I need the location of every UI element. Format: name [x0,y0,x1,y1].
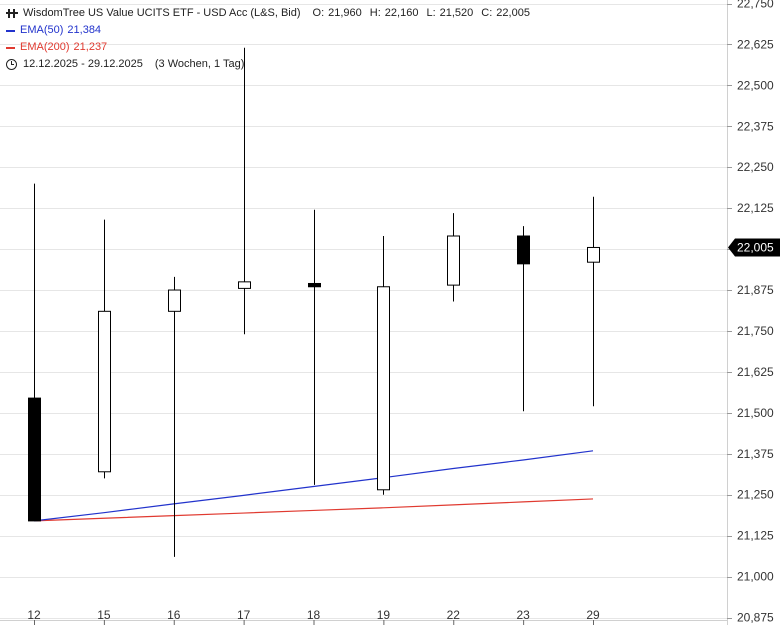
open-label: O: [312,7,325,19]
y-tick-label: 21,500 [737,406,774,420]
x-tick-label: 12 [27,608,41,622]
y-tick-label: 21,375 [737,447,774,461]
candle-body[interactable] [517,235,530,265]
x-tick-label: 29 [586,608,600,622]
ema50-value: 21,384 [67,24,102,36]
candle-body[interactable] [28,397,41,522]
candle-body[interactable] [238,281,251,289]
candle-body[interactable] [447,235,460,286]
candle-body[interactable] [587,246,600,263]
last-price-label: 22,005 [737,240,774,254]
low-label: L: [426,7,436,19]
period-label: (3 Wochen, 1 Tag) [154,58,245,70]
high-label: H: [369,7,381,19]
legend-range-row[interactable]: 12.12.2025 - 29.12.2025 (3 Wochen, 1 Tag… [6,56,538,73]
x-tick-label: 23 [516,608,530,622]
y-tick-label: 22,625 [737,37,774,51]
ema50-label: EMA(50) [20,24,64,36]
x-tick-label: 15 [97,608,111,622]
instrument-title: WisdomTree US Value UCITS ETF - USD Acc … [23,7,301,19]
ema200-value: 21,237 [73,41,108,53]
y-tick-label: 21,250 [737,488,774,502]
x-tick-label: 18 [307,608,321,622]
x-tick-label: 16 [167,608,181,622]
candle-body[interactable] [98,310,111,473]
ema50-swatch [6,29,15,32]
x-tick-label: 17 [237,608,251,622]
y-tick-label: 22,500 [737,78,774,92]
y-tick-label: 21,625 [737,365,774,379]
candle-body[interactable] [308,282,321,288]
y-tick-label: 21,875 [737,283,774,297]
candlestick-icon [6,8,18,19]
candle-body[interactable] [168,289,181,312]
legend-title-row: WisdomTree US Value UCITS ETF - USD Acc … [6,5,538,22]
legend-ema200-row[interactable]: EMA(200) 21,237 [6,39,538,56]
ema200-label: EMA(200) [20,41,70,53]
open-value: 21,960 [328,7,362,19]
y-tick-label: 20,875 [737,611,774,625]
date-range: 12.12.2025 - 29.12.2025 [23,58,143,70]
x-tick-label: 22 [447,608,461,622]
clock-icon [6,59,17,70]
y-tick-label: 22,375 [737,119,774,133]
y-tick-label: 22,750 [737,0,774,11]
high-value: 22,160 [384,7,419,19]
y-tick-label: 21,000 [737,570,774,584]
y-tick-label: 22,125 [737,201,774,215]
candle-body[interactable] [377,286,390,491]
low-value: 21,520 [439,7,474,19]
ema50-line [33,450,594,522]
x-tick-label: 19 [377,608,391,622]
legend-ema50-row[interactable]: EMA(50) 21,384 [6,22,538,39]
close-label: C: [481,7,493,19]
close-value: 22,005 [496,7,530,19]
y-tick-label: 21,125 [737,529,774,543]
ema200-swatch [6,46,15,49]
y-tick-label: 21,750 [737,324,774,338]
y-tick-label: 22,250 [737,160,774,174]
chart-legend: WisdomTree US Value UCITS ETF - USD Acc … [6,5,538,73]
ema200-line [33,498,594,522]
last-price-tag [728,238,780,257]
